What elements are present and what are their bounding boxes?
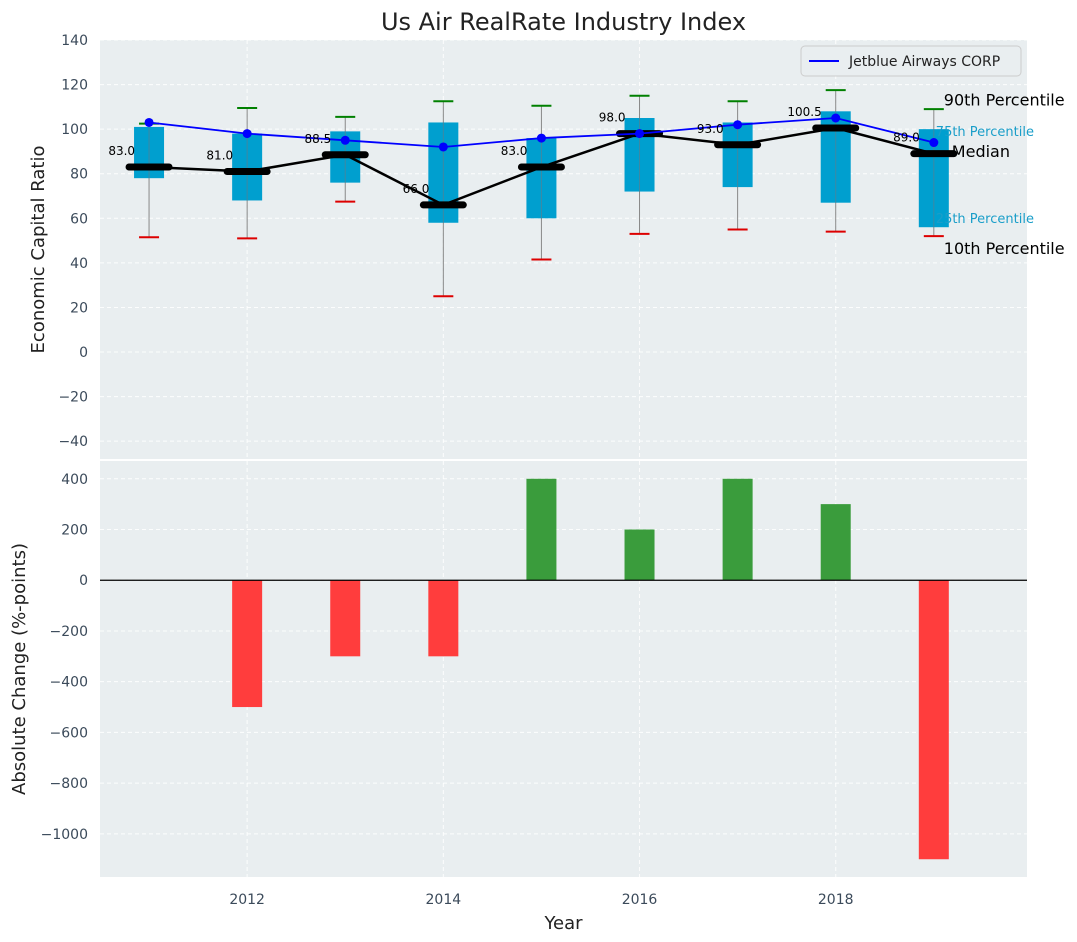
top-y-tick-label: 40: [70, 256, 88, 272]
company-point: [733, 120, 743, 130]
median-value-label: 89.0: [893, 131, 920, 145]
bottom-y-axis-label: Absolute Change (%-points): [9, 543, 30, 795]
median-value-label: 81.0: [206, 148, 233, 162]
x-tick-label: 2018: [818, 892, 854, 908]
top-y-tick-label: 120: [61, 78, 88, 94]
company-point: [831, 113, 841, 123]
median-value-label: 88.5: [305, 132, 332, 146]
positive-change-bar: [722, 478, 753, 581]
company-point: [438, 142, 448, 152]
median-labels: 83.0 81.0 88.5 66.0 83.0 98.0 93.0 100.5 89.0: [108, 105, 919, 196]
top-y-tick-label: 140: [61, 33, 88, 49]
top-y-tick-label: −20: [58, 390, 88, 406]
median-line: [125, 124, 958, 209]
company-point: [635, 129, 645, 139]
percentile-side-labels: 90th Percentile 75th Percentile Median 25th…: [936, 91, 1065, 258]
legend-box: [800, 45, 1022, 77]
top-y-tick-label: 0: [79, 345, 88, 361]
top-y-tick-label: −40: [58, 434, 88, 450]
top-y-axis-label: Economic Capital Ratio: [28, 146, 49, 354]
change-bars: [232, 478, 949, 860]
negative-change-bar: [330, 580, 361, 657]
positive-change-bar: [526, 478, 557, 581]
top-grid: [100, 39, 1027, 459]
negative-change-bar: [428, 580, 459, 657]
side-label-p90: 90th Percentile: [944, 91, 1065, 110]
median-value-label: 66.0: [403, 182, 430, 196]
bottom-y-tick-label: −400: [50, 675, 88, 691]
positive-change-bar: [624, 529, 655, 581]
x-tick-label: 2016: [622, 892, 658, 908]
bottom-y-tick-label: −800: [50, 776, 88, 792]
legend-entry-label: Jetblue Airways CORP: [848, 54, 1000, 70]
top-y-tick-label: 80: [70, 167, 88, 183]
side-label-q1: 25th Percentile: [936, 212, 1034, 227]
company-point: [144, 117, 154, 127]
median-value-label: 83.0: [501, 144, 528, 158]
side-label-p10: 10th Percentile: [944, 239, 1065, 258]
bottom-y-tick-label: −600: [50, 725, 88, 741]
company-point: [536, 133, 546, 143]
legend: Jetblue Airways CORP: [800, 45, 1022, 77]
bottom-y-tick-label: 200: [61, 522, 88, 538]
bottom-y-ticks: 400 200 0 −200 −400 −600 −800 −1000: [41, 472, 88, 843]
top-y-tick-label: 100: [61, 122, 88, 138]
company-point: [340, 135, 350, 145]
median-value-label: 83.0: [108, 144, 135, 158]
company-series: [144, 113, 939, 152]
side-label-median: Median: [952, 142, 1010, 161]
top-y-tick-label: 60: [70, 211, 88, 227]
negative-change-bar: [918, 580, 949, 860]
top-y-ticks: 140 120 100 80 60 40 20 0 −20 −40: [58, 33, 88, 450]
top-panel: 140 120 100 80 60 40 20 0 −20 −40 83.0 81.0 88.5 66.…: [28, 33, 1065, 459]
x-axis-label: Year: [543, 913, 583, 934]
company-point: [929, 138, 939, 148]
positive-change-bar: [820, 504, 851, 581]
company-point: [242, 129, 252, 139]
x-tick-label: 2014: [426, 892, 462, 908]
median-value-label: 100.5: [787, 105, 821, 119]
side-label-q3: 75th Percentile: [936, 125, 1034, 140]
median-value-label: 93.0: [697, 122, 724, 136]
negative-change-bar: [232, 580, 263, 708]
x-ticks: 2012 2014 2016 2018: [229, 892, 853, 908]
top-y-tick-label: 20: [70, 300, 88, 316]
bottom-y-tick-label: −1000: [41, 827, 88, 843]
bottom-y-tick-label: 0: [79, 573, 88, 589]
chart-title: Us Air RealRate Industry Index: [381, 8, 746, 36]
top-plot-background: [100, 40, 1027, 459]
bottom-y-tick-label: −200: [50, 624, 88, 640]
median-value-label: 98.0: [599, 111, 626, 125]
bottom-y-tick-label: 400: [61, 472, 88, 488]
x-tick-label: 2012: [229, 892, 265, 908]
